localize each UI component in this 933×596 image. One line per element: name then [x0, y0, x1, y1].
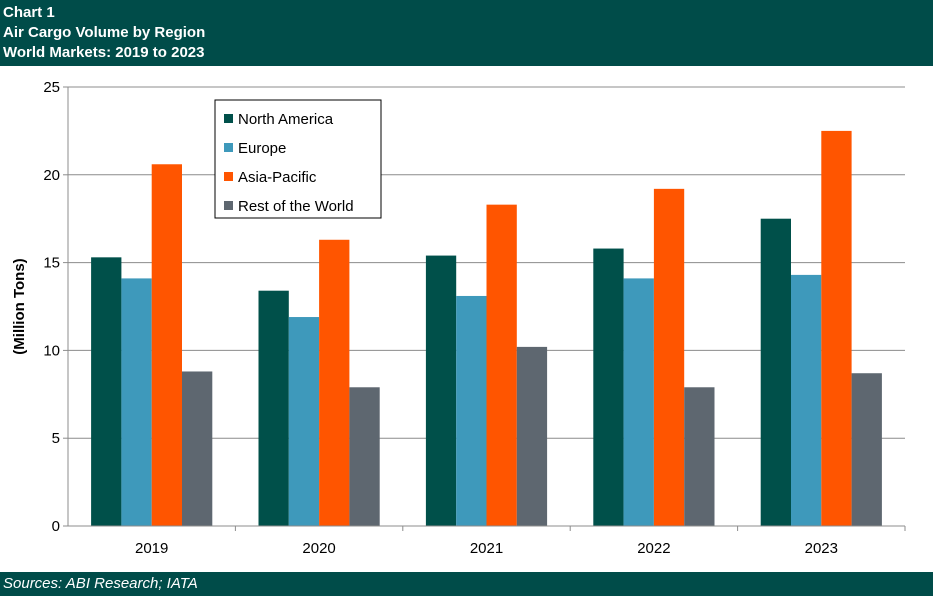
bar-asia-pacific-2022: [653, 188, 685, 526]
bar-europe-2021: [456, 295, 487, 526]
legend-label: North America: [238, 111, 334, 128]
legend-swatch: [224, 143, 233, 152]
bar-rest-of-the-world-2019: [182, 371, 213, 526]
bar-asia-pacific-2021: [486, 204, 517, 527]
y-tick-label: 20: [43, 167, 60, 184]
bar-north-america-2021: [425, 255, 457, 527]
source-note: Sources: ABI Research; IATA: [3, 575, 198, 592]
y-tick-label: 10: [43, 342, 60, 359]
bar-asia-pacific-2023: [821, 130, 852, 526]
bars: [91, 130, 882, 527]
bar-asia-pacific-2019: [151, 164, 182, 526]
legend-label: Rest of the World: [238, 198, 354, 215]
y-tick-label: 5: [52, 430, 60, 447]
legend-box: [214, 99, 382, 219]
bar-europe-2022: [623, 278, 654, 526]
legend-swatch: [224, 201, 233, 210]
x-tick-labels: 2019 2020 2021 2022 2023: [135, 540, 838, 557]
x-tick-label: 2019: [135, 540, 168, 557]
y-axis-label: (Million Tons): [11, 258, 28, 354]
bar-asia-pacific-2020: [319, 239, 350, 526]
bar-europe-2019: [121, 278, 152, 526]
x-tick-label: 2022: [637, 540, 670, 557]
x-tick-label: 2023: [805, 540, 838, 557]
axes: [67, 87, 906, 531]
legend-label: Asia-Pacific: [238, 169, 317, 186]
y-tick-label: 0: [52, 518, 60, 535]
chart-header: Chart 1 Air Cargo Volume by Region World…: [0, 0, 933, 66]
y-tick-label: 25: [43, 79, 60, 96]
bar-rest-of-the-world-2022: [684, 387, 715, 526]
y-tick-label: 15: [43, 255, 60, 272]
bar-chart: 0 5 10 15 20 25 2019 2020 2021 2022 2023 (Million…: [11, 79, 906, 557]
chart-number: Chart 1: [3, 4, 55, 21]
bar-rest-of-the-world-2020: [349, 387, 380, 526]
y-tick-labels: 0 5 10 15 20 25: [43, 79, 60, 535]
bar-europe-2020: [288, 317, 320, 526]
bar-north-america-2023: [760, 218, 791, 526]
chart-footer: Sources: ABI Research; IATA: [0, 572, 933, 596]
legend-swatch: [224, 114, 233, 123]
bar-rest-of-the-world-2021: [516, 346, 548, 526]
legend: North America Europe Asia-Pacific Rest of t…: [214, 99, 382, 219]
chart-subtitle: World Markets: 2019 to 2023: [3, 44, 205, 61]
bar-europe-2023: [791, 274, 822, 526]
bar-rest-of-the-world-2023: [851, 373, 882, 526]
bar-north-america-2020: [258, 290, 289, 526]
chart-title: Air Cargo Volume by Region: [3, 24, 206, 41]
x-tick-label: 2021: [470, 540, 503, 557]
x-tick-label: 2020: [302, 540, 335, 557]
bar-north-america-2019: [91, 257, 122, 526]
bar-north-america-2022: [593, 248, 624, 526]
legend-swatch: [224, 172, 233, 181]
legend-label: Europe: [238, 140, 286, 157]
